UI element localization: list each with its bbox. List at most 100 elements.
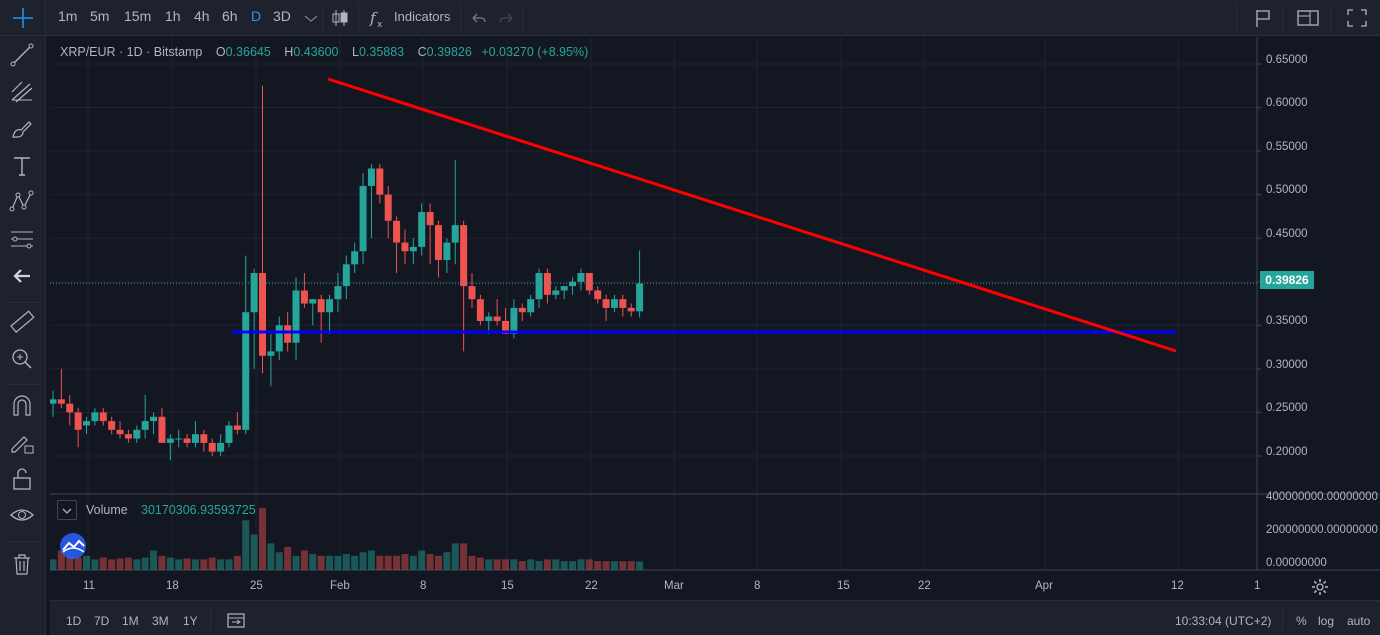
chart-pane[interactable] xyxy=(50,37,1380,597)
candle-body xyxy=(91,412,99,422)
indicators-button[interactable]: Indicators xyxy=(394,9,451,24)
time-tick: 15 xyxy=(837,580,850,592)
timeframe-15m[interactable]: 15m xyxy=(124,8,152,24)
symbol-label[interactable]: XRP/EUR · 1D · Bitstamp xyxy=(60,45,203,59)
trend-line-tool[interactable] xyxy=(9,42,35,68)
clock-time[interactable]: 10:33:04 (UTC+2) xyxy=(1175,614,1272,628)
chevron-down-icon[interactable] xyxy=(299,6,323,30)
price-tick: 0.65000 xyxy=(1266,54,1308,66)
candle-body xyxy=(292,290,300,343)
range-1y[interactable]: 1Y xyxy=(183,614,198,628)
volume-bar xyxy=(217,559,225,570)
volume-bar xyxy=(409,555,417,570)
crosshair-icon xyxy=(13,8,33,28)
magnet-tool[interactable] xyxy=(9,393,35,419)
candle-body xyxy=(610,299,618,308)
volume-bar xyxy=(309,554,317,570)
timeframe-3d[interactable]: 3D xyxy=(273,8,291,24)
fx-indicators-icon[interactable]: f x xyxy=(366,6,390,30)
fib-tool[interactable] xyxy=(9,79,35,105)
volume-bar xyxy=(233,555,241,570)
timeframe-1h[interactable]: 1h xyxy=(165,8,181,24)
fullscreen-icon[interactable] xyxy=(1345,6,1369,30)
candle-body xyxy=(200,434,208,443)
volume-bar xyxy=(468,555,476,570)
log-toggle[interactable]: log xyxy=(1318,614,1335,628)
lock-drawings-tool[interactable] xyxy=(9,466,35,492)
auto-toggle[interactable]: auto xyxy=(1347,614,1371,628)
symbol-legend: XRP/EUR · 1D · Bitstamp O0.36645 H0.4360… xyxy=(60,45,588,59)
price-chart[interactable] xyxy=(50,37,1380,597)
high-label: H xyxy=(284,45,294,59)
prediction-tool[interactable] xyxy=(9,226,35,252)
candle-body xyxy=(83,421,91,426)
tradingview-logo[interactable] xyxy=(57,532,89,560)
volume-bar xyxy=(150,550,158,570)
timeframe-d[interactable]: D xyxy=(251,8,262,24)
candle-body xyxy=(116,429,124,435)
volume-bar xyxy=(485,559,493,570)
volume-bar xyxy=(275,552,283,570)
range-1m[interactable]: 1M xyxy=(122,614,139,628)
candle-body xyxy=(485,316,493,321)
time-tick: 25 xyxy=(250,580,263,592)
time-tick: 8 xyxy=(754,580,761,592)
volume-bar xyxy=(518,561,526,570)
crosshair-tool-button[interactable] xyxy=(0,0,46,36)
volume-bar xyxy=(284,546,292,570)
collapse-volume-button[interactable] xyxy=(57,500,77,520)
range-1d[interactable]: 1D xyxy=(66,614,82,628)
candle-body xyxy=(552,290,560,295)
candle-body xyxy=(426,212,434,226)
low-label: L xyxy=(351,45,359,59)
remove-objects-tool[interactable] xyxy=(9,551,35,577)
timeframe-5m[interactable]: 5m xyxy=(90,8,110,24)
percent-toggle[interactable]: % xyxy=(1296,614,1307,628)
price-tick: 0.35000 xyxy=(1266,315,1308,327)
timeframe-6h[interactable]: 6h xyxy=(222,8,238,24)
undo-icon[interactable] xyxy=(466,6,490,30)
candle-body xyxy=(409,246,417,252)
remove-drawing-tool[interactable] xyxy=(9,263,35,289)
volume-bar xyxy=(141,557,149,570)
magnet-icon xyxy=(13,395,31,416)
watchlist-panel-icon[interactable] xyxy=(1296,6,1320,30)
volume-bar xyxy=(594,561,602,570)
volume-bar xyxy=(585,559,593,570)
bottom-toolbar: 1D 7D 1M 3M 1Y 10:33:04 (UTC+2) % log au… xyxy=(50,600,1380,635)
volume-bar xyxy=(317,555,325,570)
range-3m[interactable]: 3M xyxy=(152,614,169,628)
candles-icon[interactable] xyxy=(328,6,352,30)
flag-icon[interactable] xyxy=(1251,6,1275,30)
volume-bar xyxy=(434,555,442,570)
volume-bar xyxy=(476,557,484,570)
timeframe-4h[interactable]: 4h xyxy=(194,8,210,24)
arrow-left-icon xyxy=(13,269,30,283)
pattern-tool[interactable] xyxy=(9,189,35,215)
volume-bar xyxy=(460,543,468,570)
stay-in-drawing-tool[interactable] xyxy=(9,429,35,455)
text-tool[interactable] xyxy=(9,153,35,179)
time-tick: 22 xyxy=(918,580,931,592)
brush-tool[interactable] xyxy=(9,116,35,142)
volume-value: 30170306.93593725 xyxy=(141,503,256,517)
volume-bar xyxy=(560,561,568,570)
candle-body xyxy=(627,307,635,312)
volume-tick: 0.00000000 xyxy=(1266,557,1327,569)
range-7d[interactable]: 7D xyxy=(94,614,110,628)
top-toolbar: 1m 5m 15m 1h 4h 6h D 3D f x Indicators xyxy=(0,0,1380,36)
pencil-lock-icon xyxy=(11,436,34,454)
redo-icon[interactable] xyxy=(495,6,519,30)
candle-body xyxy=(158,416,166,443)
volume-tick: 200000000.00000000 xyxy=(1266,524,1378,536)
measure-tool[interactable] xyxy=(9,309,35,335)
gear-icon[interactable] xyxy=(1310,577,1330,597)
goto-date-icon[interactable] xyxy=(226,610,248,630)
price-tick: 0.60000 xyxy=(1266,97,1308,109)
time-tick: 8 xyxy=(420,580,427,592)
zoom-tool[interactable] xyxy=(9,346,35,372)
timeframe-1m[interactable]: 1m xyxy=(58,8,78,24)
hide-drawings-tool[interactable] xyxy=(9,502,35,528)
volume-bar xyxy=(384,555,392,570)
time-tick: 22 xyxy=(585,580,598,592)
